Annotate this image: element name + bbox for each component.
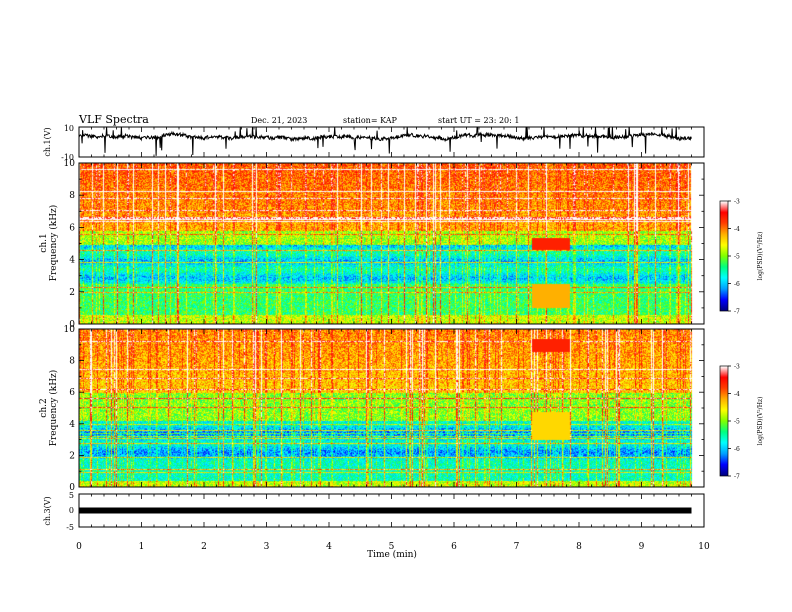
time-axis-tick-label: 2 <box>201 542 207 552</box>
time-axis-tick-label: 1 <box>139 542 145 552</box>
start-time-label: start UT = 23: 20: 1 <box>438 116 519 125</box>
ch1-waveform-panel: 10 -10 ch.1(V) <box>43 124 705 162</box>
frequency-tick-label: 0 <box>69 320 75 330</box>
ch3-ytick-bottom: -5 <box>66 523 74 532</box>
colorbar-tick-label: -4 <box>734 391 740 398</box>
frequency-tick-label: 8 <box>69 191 75 201</box>
time-axis-label: Time (min) <box>367 549 417 560</box>
ch3-waveform-ylabel: ch.3(V) <box>43 496 52 525</box>
ch1-spectrogram-xticks <box>78 163 705 324</box>
time-axis-tick-label: 8 <box>576 542 582 552</box>
ch1-waveform-xticks <box>78 127 705 157</box>
figure-title: VLF Spectra <box>78 113 149 126</box>
ch2-spectrogram-image <box>79 329 704 487</box>
colorbar-tick-label: -3 <box>734 199 740 206</box>
colorbar-tick-label: -7 <box>734 309 740 316</box>
ch1-spectrogram-yticks: 0 2 4 6 8 10 <box>64 159 704 330</box>
colorbar-tick-label: -7 <box>734 474 740 481</box>
colorbar-tick-label: -3 <box>734 364 740 371</box>
frequency-tick-label: 2 <box>69 451 75 461</box>
frequency-tick-label: 6 <box>69 388 75 398</box>
time-axis-tick-label: 5 <box>389 542 395 552</box>
ch3-waveform-panel: 5 0 -5 ch.3(V) <box>43 491 705 532</box>
ch1-spectrogram-channel-label: ch.1 <box>39 233 49 252</box>
frequency-tick-label: 4 <box>69 420 75 430</box>
ch3-ytick-mid: 0 <box>69 506 74 515</box>
frequency-tick-label: 8 <box>69 357 75 367</box>
colorbar-ch2-gradient <box>720 366 728 476</box>
colorbar-tick-label: -4 <box>734 226 740 233</box>
colorbar-ch1-gradient <box>720 201 728 311</box>
time-axis-tick-label: 10 <box>698 542 710 552</box>
frequency-tick-label: 0 <box>69 483 75 493</box>
ch1-spectrogram-ylabel: Frequency (kHz) <box>48 205 59 282</box>
ch1-spectrogram-image <box>79 163 704 324</box>
ch1-waveform-ylabel: ch.1(V) <box>43 127 52 156</box>
time-axis-tick-label: 6 <box>451 542 457 552</box>
frequency-tick-label: 2 <box>69 288 75 298</box>
ch2-spectrogram-yticks: 0 2 4 6 8 10 <box>64 325 704 493</box>
colorbar-ch2-ticks: -3 -4 -5 -6 -7 <box>728 364 740 481</box>
ch3-waveform-trace <box>79 507 692 514</box>
time-axis-tick-label: 7 <box>514 542 520 552</box>
colorbar-ch1-ticks: -3 -4 -5 -6 -7 <box>728 199 740 316</box>
time-axis-tick-label: 0 <box>76 542 82 552</box>
ch2-spectrogram-ylabel: Frequency (kHz) <box>48 370 59 447</box>
frequency-tick-label: 10 <box>64 159 76 169</box>
time-axis-tick-label: 3 <box>264 542 270 552</box>
time-axis-tick-labels: 0 1 2 3 4 5 6 7 8 9 10 <box>76 542 710 552</box>
frequency-tick-label: 4 <box>69 256 75 266</box>
ch3-waveform-xticks <box>78 494 705 527</box>
frequency-tick-label: 10 <box>64 325 76 335</box>
colorbar-tick-label: -6 <box>734 446 740 453</box>
colorbar-tick-label: -5 <box>734 419 740 426</box>
ch2-spectrogram-xticks <box>78 329 705 487</box>
date-label: Dec. 21, 2023 <box>251 116 307 125</box>
ch1-ytick-bottom: -10 <box>61 153 74 162</box>
time-axis-tick-label: 9 <box>639 542 645 552</box>
colorbar-ch2: -3 -4 -5 -6 -7 log(PSD)(V²/Hz) <box>719 364 764 481</box>
ch3-ytick-top: 5 <box>69 491 74 500</box>
station-label: station= KAP <box>343 116 398 125</box>
time-axis-tick-label: 4 <box>326 542 332 552</box>
frequency-tick-label: 6 <box>69 223 75 233</box>
ch2-spectrogram-channel-label: ch.2 <box>39 398 49 417</box>
colorbar-ch2-label: log(PSD)(V²/Hz) <box>757 397 764 446</box>
ch1-ytick-top: 10 <box>64 124 74 133</box>
ch2-spectrogram-panel: 0 2 4 6 8 10 ch.2 Frequency (kHz) <box>39 325 705 493</box>
colorbar-tick-label: -5 <box>734 254 740 261</box>
colorbar-tick-label: -6 <box>734 281 740 288</box>
colorbar-ch1-label: log(PSD)(V²/Hz) <box>757 232 764 281</box>
ch1-spectrogram-panel: 0 2 4 6 8 10 ch.1 Frequency (kHz) <box>39 159 705 330</box>
ch1-waveform-trace <box>78 126 692 156</box>
colorbar-ch1: -3 -4 -5 -6 -7 log(PSD)(V²/Hz) <box>719 199 764 316</box>
